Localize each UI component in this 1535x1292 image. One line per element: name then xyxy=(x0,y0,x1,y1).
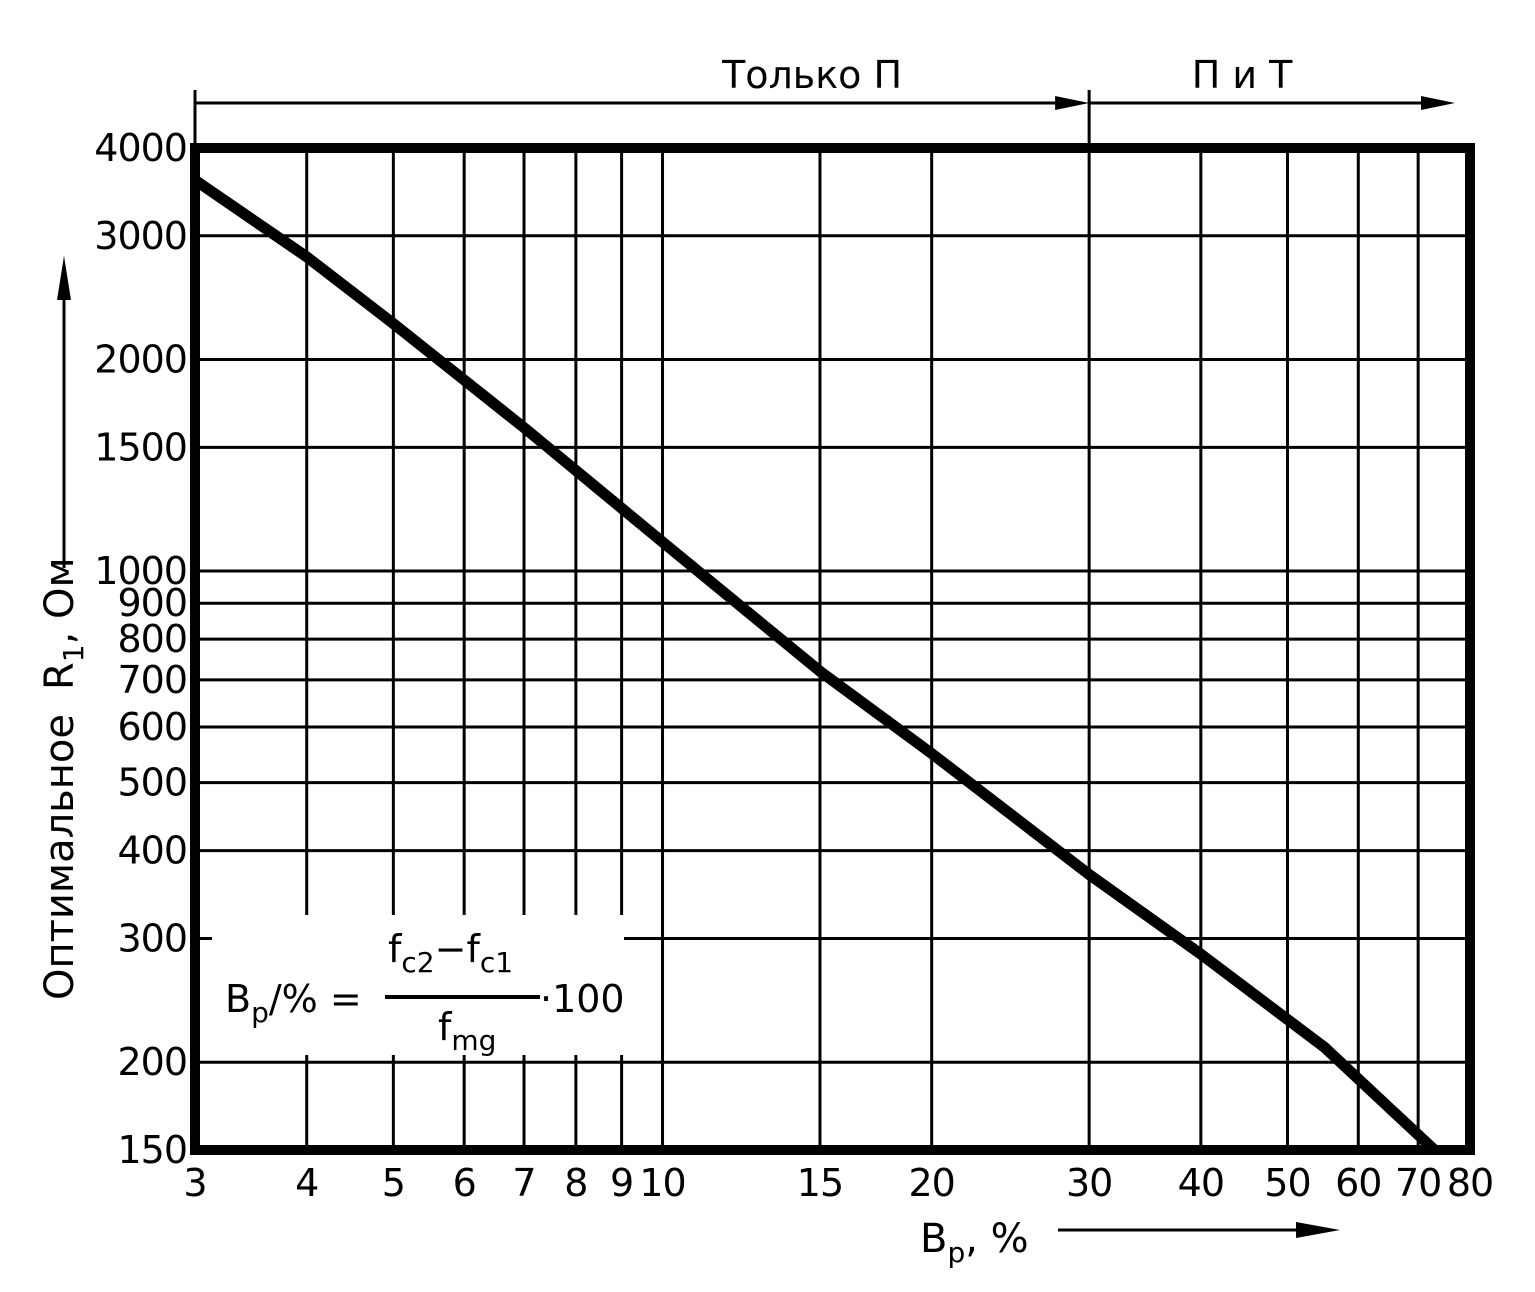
grid xyxy=(193,146,1472,1152)
y-tick-label: 1000 xyxy=(94,549,187,593)
y-axis-arrow-head xyxy=(57,256,71,300)
y-tick-label: 300 xyxy=(117,916,187,960)
formula-denominator: fmg xyxy=(438,1005,496,1057)
x-tick-label: 20 xyxy=(909,1161,955,1205)
region-label: П и Т xyxy=(1192,53,1293,97)
y-tick-label: 400 xyxy=(117,829,187,873)
y-axis-label: ОптимальноеR1, Ом xyxy=(37,557,90,1000)
y-tick-label: 200 xyxy=(117,1040,187,1084)
x-axis-label: Bp, % xyxy=(920,1216,1029,1269)
y-tick-label: 4000 xyxy=(94,126,187,170)
y-axis-label-group: ОптимальноеR1, Ом xyxy=(37,256,90,1000)
x-tick-label: 40 xyxy=(1178,1161,1224,1205)
x-tick-label: 9 xyxy=(610,1161,633,1205)
formula-background xyxy=(212,915,624,1055)
formula-factor: ·100 xyxy=(540,977,625,1021)
x-tick-label: 6 xyxy=(453,1161,476,1205)
x-tick-label: 80 xyxy=(1447,1161,1493,1205)
y-tick-label: 1500 xyxy=(94,425,187,469)
x-tick-label: 3 xyxy=(183,1161,206,1205)
x-axis-arrow-head xyxy=(1296,1222,1340,1238)
x-tick-label: 70 xyxy=(1395,1161,1441,1205)
x-tick-label: 60 xyxy=(1335,1161,1381,1205)
formula-lhs: Bp/% = xyxy=(225,977,362,1029)
y-tick-label: 700 xyxy=(117,658,187,702)
x-tick-label: 50 xyxy=(1264,1161,1310,1205)
y-tick-label: 3000 xyxy=(94,214,187,258)
x-tick-label: 4 xyxy=(295,1161,318,1205)
plot-frame xyxy=(190,143,1475,1155)
y-tick-label: 150 xyxy=(117,1128,187,1172)
x-tick-label: 8 xyxy=(564,1161,587,1205)
formula-numerator: fc2−fc1 xyxy=(388,927,513,979)
x-tick-label: 5 xyxy=(382,1161,405,1205)
y-tick-label: 500 xyxy=(117,761,187,805)
x-tick-label: 10 xyxy=(639,1161,685,1205)
x-axis-label-group: Bp, % xyxy=(920,1216,1340,1269)
y-tick-label: 800 xyxy=(117,617,187,661)
y-tick-label: 2000 xyxy=(94,338,187,382)
x-tick-label: 30 xyxy=(1066,1161,1112,1205)
series-line xyxy=(191,175,1439,1155)
region-label: Только П xyxy=(721,53,902,97)
x-tick-label: 7 xyxy=(512,1161,535,1205)
regions: Только П П и Т xyxy=(193,53,1455,148)
region-arrow-head xyxy=(1421,96,1455,110)
y-tick-label: 600 xyxy=(117,705,187,749)
x-tick-labels: 3 4 5 6 7 8 9 10 15 20 30 40 50 60 70 80 xyxy=(183,1161,1494,1205)
region-arrow-head xyxy=(1055,96,1090,110)
formula: Bp/% = fc2−fc1 fmg ·100 xyxy=(212,915,625,1057)
series xyxy=(191,175,1439,1155)
x-tick-label: 15 xyxy=(797,1161,843,1205)
y-tick-label: 900 xyxy=(117,581,187,625)
